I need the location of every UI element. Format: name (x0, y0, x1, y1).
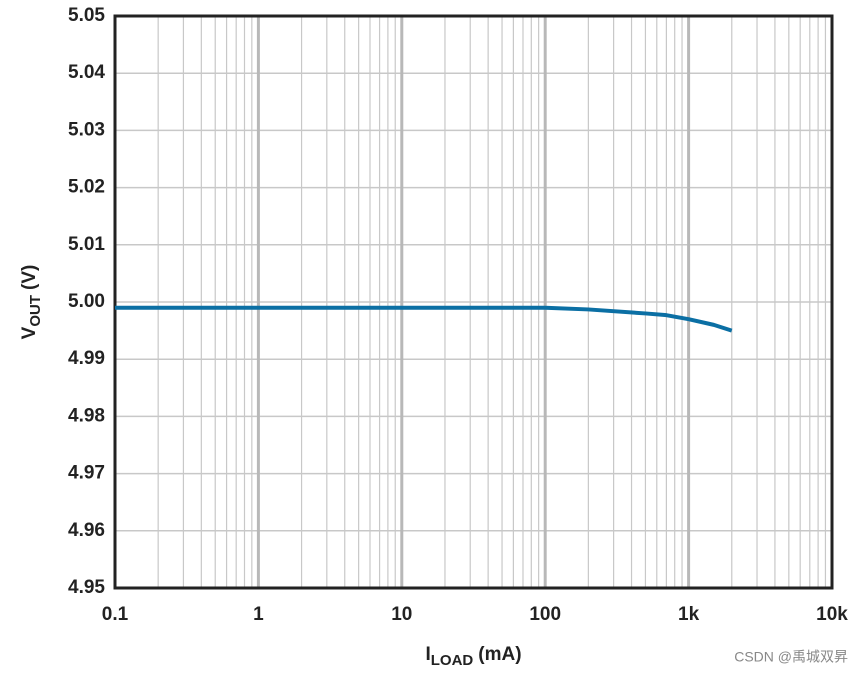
x-tick-label: 100 (529, 604, 561, 625)
y-tick-label: 4.96 (68, 520, 105, 541)
y-tick-label: 5.01 (68, 234, 105, 255)
x-tick-label: 1 (253, 604, 264, 625)
y-axis-label-sub: OUT (27, 295, 44, 327)
y-tick-label: 5.02 (68, 177, 105, 198)
x-tick-label: 10 (391, 604, 412, 625)
watermark: CSDN @禹城双昇 (734, 649, 848, 665)
y-tick-label: 4.95 (68, 577, 105, 598)
x-tick-label: 10k (816, 604, 848, 625)
y-tick-label: 5.05 (68, 5, 105, 26)
x-axis-label-sub: LOAD (431, 652, 474, 669)
y-tick-label: 5.04 (68, 62, 105, 83)
x-axis-label: ILOAD (mA) (425, 644, 521, 669)
plot-frame (113, 14, 834, 590)
y-axis-label-main: V (19, 326, 40, 339)
line (115, 305, 733, 333)
x-tick-label: 0.1 (102, 604, 129, 625)
y-axis-label: VOUT (V) (19, 265, 44, 340)
y-tick-label: 4.98 (68, 405, 105, 426)
y-tick-label: 5.00 (68, 291, 105, 312)
y-axis-label-rest: (V) (19, 265, 40, 290)
x-axis-label-main: I (425, 644, 430, 665)
x-axis-label-rest: (mA) (478, 644, 521, 665)
y-tick-label: 4.99 (68, 348, 105, 369)
x-tick-label: 1k (678, 604, 700, 625)
y-tick-label: 5.03 (68, 119, 105, 140)
y-tick-label: 4.97 (68, 463, 105, 484)
